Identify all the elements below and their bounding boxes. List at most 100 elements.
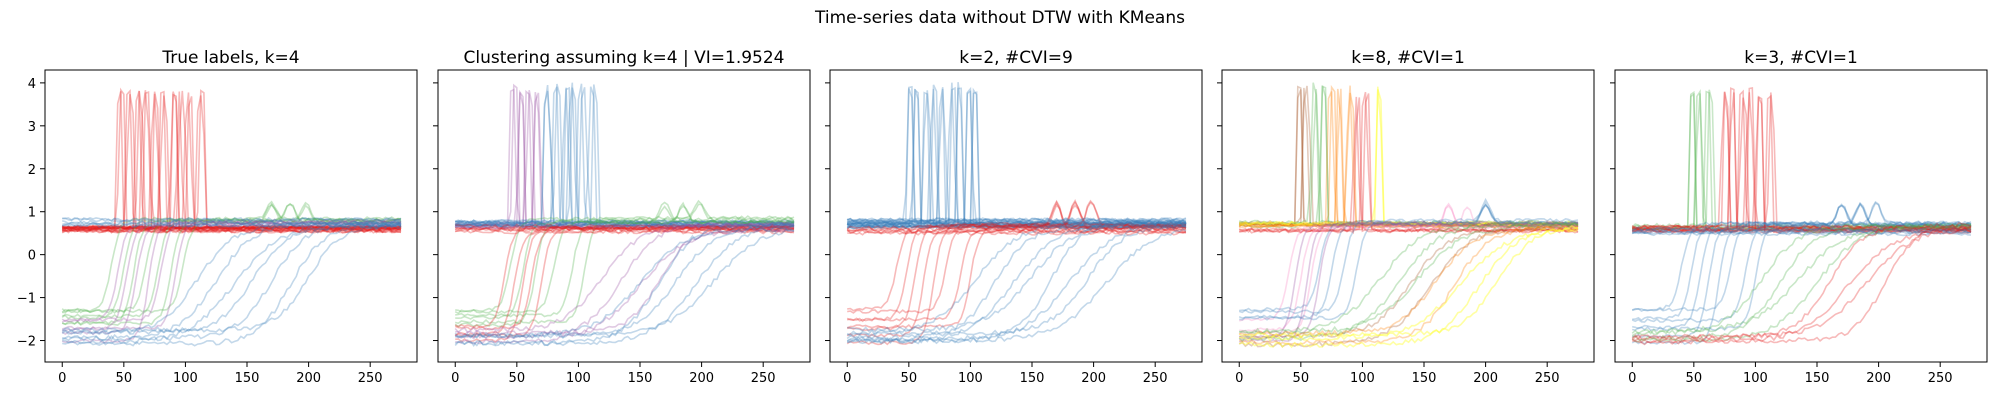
series-line (62, 218, 402, 331)
series-line (1238, 220, 1579, 343)
series-line (454, 82, 795, 225)
series-line (455, 92, 795, 229)
series-line (455, 86, 795, 229)
series-line (1632, 201, 1972, 330)
series-line (1632, 231, 1972, 237)
subplot-title: True labels, k=4 (161, 48, 299, 68)
series-line (1238, 88, 1579, 227)
series-line (1238, 85, 1579, 227)
x-tick-label: 100 (173, 371, 198, 386)
series-line (455, 201, 795, 313)
x-tick-label: 50 (1686, 371, 1703, 386)
series-line (454, 224, 795, 347)
series-line (1239, 227, 1579, 343)
series-line (846, 86, 1187, 227)
series-line (1239, 96, 1579, 234)
series-line (846, 228, 1187, 234)
series-line (455, 227, 795, 233)
series-line (62, 217, 402, 223)
series-line (847, 222, 1187, 337)
series-line (454, 225, 795, 338)
series-line (1239, 89, 1579, 227)
series-line (846, 226, 1187, 232)
x-tick-label: 200 (1473, 371, 1498, 386)
series-line (454, 87, 795, 229)
series-line (1631, 222, 1972, 337)
series-line (62, 202, 402, 320)
series-line (1632, 204, 1972, 339)
subplot-1: True labels, k=4 0 50 100 150 200 250 −2 −1 0 1 2 3 4 (17, 48, 418, 386)
series-line (62, 216, 402, 223)
plot-frame (1221, 69, 1595, 363)
series-line (61, 222, 402, 334)
series-line (846, 82, 1187, 226)
series-line (847, 199, 1187, 331)
x-tick-label: 200 (1866, 371, 1891, 386)
series-line (1631, 93, 1972, 232)
series-line (61, 96, 402, 234)
series-line (62, 95, 402, 231)
series-line (455, 222, 795, 340)
x-tick-label: 0 (1628, 371, 1636, 386)
x-tick-label: 250 (1535, 371, 1560, 386)
series-line (1631, 204, 1972, 323)
series-line (1631, 229, 1972, 236)
series-line (846, 87, 1187, 230)
series-line (62, 90, 402, 232)
plot-frame (437, 69, 811, 363)
series-line (1238, 224, 1579, 346)
series-line (1238, 224, 1579, 340)
series-line (1631, 92, 1972, 234)
series-line (61, 95, 402, 230)
series-line (454, 226, 795, 232)
series-line (1239, 222, 1579, 341)
subplot-title: k=8, #CVI=1 (1351, 48, 1465, 68)
series-line (61, 91, 402, 230)
x-tick-label: 250 (751, 371, 776, 386)
series-line (1239, 201, 1579, 312)
x-tick-label: 100 (1743, 371, 1768, 386)
series-line (1631, 89, 1972, 231)
series-line (455, 83, 795, 225)
series-line (454, 226, 795, 331)
x-tick-label: 100 (958, 371, 983, 386)
x-tick-label: 150 (235, 371, 260, 386)
series-line (454, 89, 795, 230)
series-line (62, 219, 402, 226)
series-line (61, 201, 402, 326)
series-line (1631, 89, 1972, 229)
series-line (454, 87, 795, 227)
plot-frame (1614, 69, 1988, 363)
series-line (846, 218, 1187, 225)
y-tick-label: 1 (28, 206, 36, 221)
series-line (61, 220, 402, 323)
series-line (61, 220, 402, 227)
series-line (61, 219, 402, 323)
series-line (1632, 226, 1972, 346)
subplot-title: k=2, #CVI=9 (959, 48, 1073, 68)
series-line (61, 88, 402, 231)
series-line (1238, 84, 1579, 229)
series-line (846, 88, 1187, 231)
series-line (846, 82, 1187, 225)
series-line (847, 88, 1187, 226)
series-line (454, 90, 795, 227)
series-line (1632, 200, 1972, 313)
series-line (61, 220, 402, 342)
series-line (455, 225, 795, 343)
series-line (847, 220, 1187, 345)
series-line (61, 203, 402, 314)
series-line (1631, 92, 1972, 230)
series-line (847, 219, 1187, 333)
series-line (1239, 89, 1579, 230)
series-line (61, 222, 402, 336)
subplots: True labels, k=4 0 50 100 150 200 250 −2 −1 0 1 2 3 4… (17, 48, 1988, 386)
x-tick-label: 250 (358, 371, 383, 386)
series-line (61, 91, 402, 230)
series-line (1239, 85, 1579, 227)
series-lines (61, 87, 402, 347)
x-tick-label: 150 (1020, 371, 1045, 386)
series-line (454, 205, 795, 315)
series-line (1238, 202, 1579, 335)
